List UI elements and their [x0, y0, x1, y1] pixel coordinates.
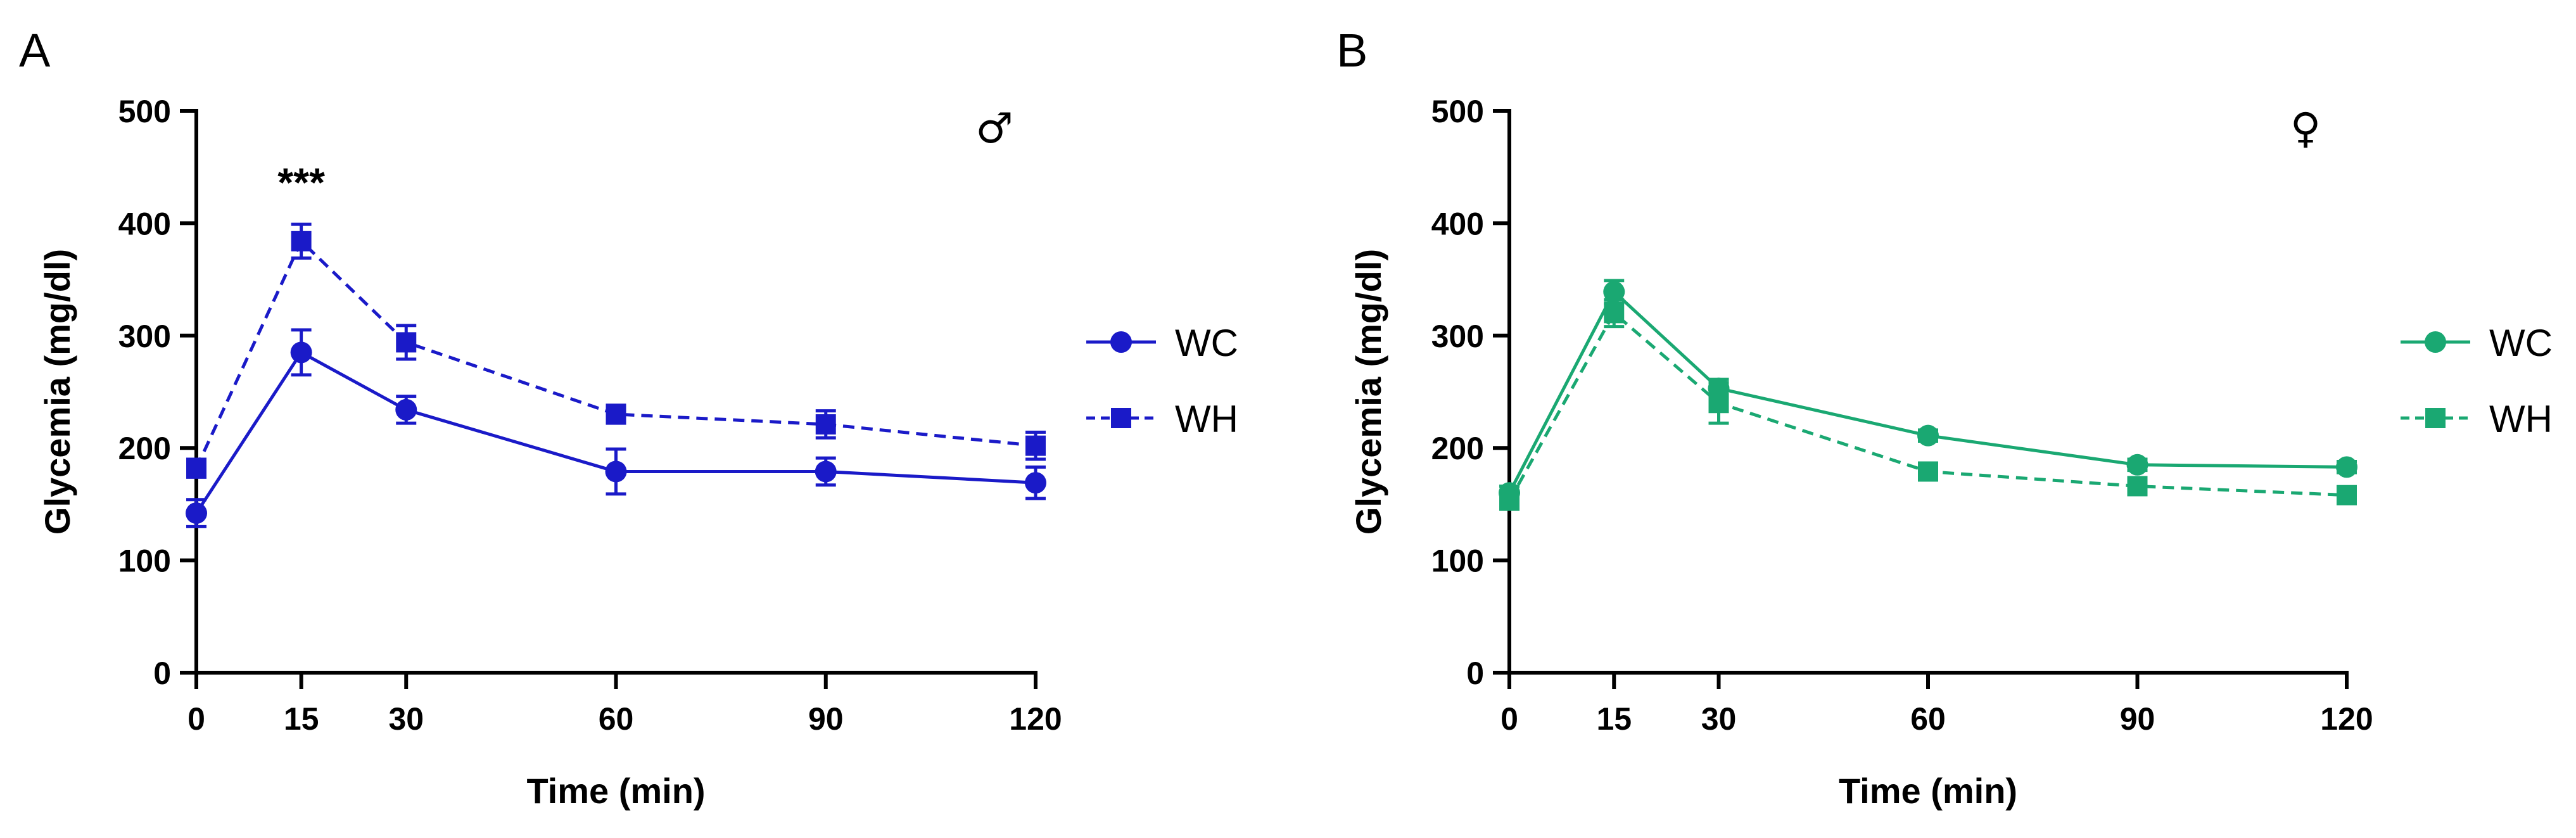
- x-tick-label: 60: [1910, 701, 1946, 737]
- series-line-wc: [194, 350, 1036, 514]
- legend-entry-wh: WH: [2401, 398, 2553, 440]
- legend-entry-wc: WC: [2401, 322, 2553, 364]
- y-tick-label: 200: [118, 431, 171, 466]
- data-point-square: [1499, 490, 1520, 511]
- legend-entry-wh: WH: [1086, 398, 1238, 440]
- significance-annotation: ***: [277, 160, 325, 205]
- data-point-square: [606, 403, 626, 424]
- x-tick-label: 120: [2320, 701, 2373, 737]
- x-tick-label: 90: [2120, 701, 2155, 737]
- y-tick-label: 100: [118, 543, 171, 579]
- legend-label: WC: [2489, 322, 2553, 364]
- series-line-wh: [194, 238, 1036, 469]
- data-point-circle: [2336, 456, 2357, 478]
- legend-marker-square: [1111, 408, 1131, 428]
- series-wc: [186, 328, 1046, 528]
- y-tick-label: 400: [118, 206, 171, 241]
- y-axis-title: Glycemia (mg/dl): [37, 249, 77, 535]
- panel-label: B: [1336, 24, 1367, 77]
- data-point-square: [1918, 461, 1938, 482]
- x-tick-label: 30: [388, 701, 424, 737]
- legend-label: WC: [1175, 322, 1238, 364]
- legend-label: WH: [1175, 398, 1238, 440]
- chart-panel-b: B ♀ 0 100 200 300 400 500 0 15 30 60 90 120 Time (min)…: [1336, 24, 2553, 811]
- data-point-circle: [815, 460, 837, 483]
- legend-entry-wc: WC: [1086, 322, 1238, 364]
- x-tick-label: 0: [1501, 701, 1518, 737]
- data-point-square: [1708, 393, 1729, 414]
- x-tick-label: 60: [599, 701, 634, 737]
- legend-marker-square: [2425, 408, 2446, 428]
- legend-marker-circle: [1110, 331, 1132, 353]
- y-axis-title: Glycemia (mg/dl): [1348, 249, 1388, 535]
- y-tick-label: 300: [118, 319, 171, 354]
- y-tick-label: 100: [1431, 543, 1484, 579]
- series-line-wh: [1507, 310, 2347, 502]
- y-tick-label: 500: [1431, 94, 1484, 129]
- chart-panel-a: A ♂ 0 100 200 300 400 500 0 15 30 60 90 120 Time (min)…: [19, 24, 1238, 811]
- y-tick-label: 400: [1431, 206, 1484, 241]
- x-tick-label: 120: [1009, 701, 1062, 737]
- data-point-square: [291, 231, 312, 251]
- x-tick-label: 15: [1596, 701, 1632, 737]
- data-point-square: [396, 332, 417, 353]
- y-tick-label: 200: [1431, 431, 1484, 466]
- series-wh: [186, 222, 1046, 479]
- data-point-square: [2337, 485, 2357, 505]
- series-wh: [1499, 298, 2357, 511]
- data-point-circle: [605, 460, 627, 483]
- x-axis-title: Time (min): [526, 771, 705, 811]
- data-point-circle: [1917, 424, 1939, 447]
- sex-symbol: ♂: [975, 104, 1013, 153]
- data-point-circle: [186, 502, 207, 524]
- data-point-circle: [2126, 454, 2148, 476]
- legend-marker-circle: [2425, 331, 2446, 353]
- data-point-square: [2127, 476, 2148, 497]
- sex-symbol: ♀: [2290, 104, 2321, 153]
- y-tick-label: 0: [1466, 656, 1484, 691]
- data-point-square: [1604, 303, 1625, 324]
- panel-label: A: [19, 24, 51, 77]
- data-point-circle: [1025, 472, 1046, 494]
- series-line-wc: [1507, 289, 2347, 494]
- x-tick-label: 90: [808, 701, 844, 737]
- y-tick-label: 500: [118, 94, 171, 129]
- y-tick-label: 300: [1431, 319, 1484, 354]
- data-point-square: [186, 458, 206, 479]
- data-point-square: [1025, 435, 1046, 456]
- data-point-circle: [395, 398, 417, 421]
- data-point-square: [815, 414, 836, 435]
- y-tick-label: 0: [153, 656, 171, 691]
- x-tick-label: 15: [284, 701, 319, 737]
- data-point-circle: [1603, 281, 1625, 303]
- x-axis-title: Time (min): [1839, 771, 2017, 811]
- x-tick-label: 0: [187, 701, 205, 737]
- legend-label: WH: [2489, 398, 2553, 440]
- x-tick-label: 30: [1701, 701, 1737, 737]
- data-point-circle: [290, 341, 312, 364]
